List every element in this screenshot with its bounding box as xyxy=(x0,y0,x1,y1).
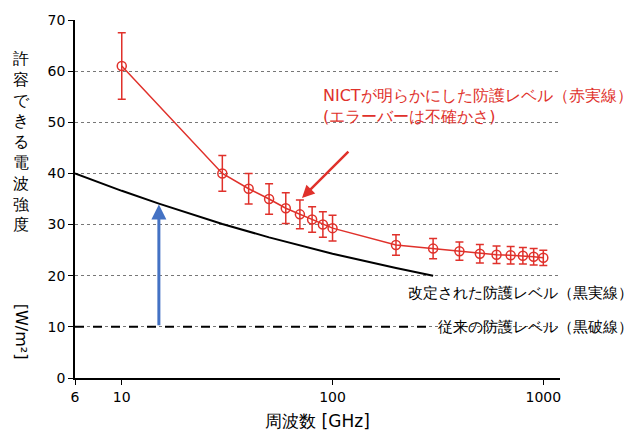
svg-text:従来の防護レベル（黒破線）: 従来の防護レベル（黒破線） xyxy=(438,318,633,336)
svg-text:100: 100 xyxy=(319,389,346,405)
svg-text:70: 70 xyxy=(48,12,66,28)
svg-text:NICTが明らかにした防護レベル（赤実線）(エラーバーは不確: NICTが明らかにした防護レベル（赤実線）(エラーバーは不確かさ) xyxy=(323,86,633,126)
svg-text:10: 10 xyxy=(113,389,131,405)
svg-text:6: 6 xyxy=(71,389,80,405)
svg-text:[W/m²]: [W/m²] xyxy=(12,304,31,360)
svg-text:許容できる電波強度: 許容できる電波強度 xyxy=(13,49,30,234)
svg-text:1000: 1000 xyxy=(525,389,561,405)
svg-text:0: 0 xyxy=(57,370,66,386)
svg-text:周波数 [GHz]: 周波数 [GHz] xyxy=(265,411,370,431)
svg-text:50: 50 xyxy=(48,114,66,130)
svg-text:60: 60 xyxy=(48,63,66,79)
svg-text:改定された防護レベル（黒実線）: 改定された防護レベル（黒実線） xyxy=(408,284,633,302)
svg-text:40: 40 xyxy=(48,165,66,181)
svg-text:20: 20 xyxy=(48,268,66,284)
svg-text:10: 10 xyxy=(48,319,66,335)
svg-text:30: 30 xyxy=(48,216,66,232)
